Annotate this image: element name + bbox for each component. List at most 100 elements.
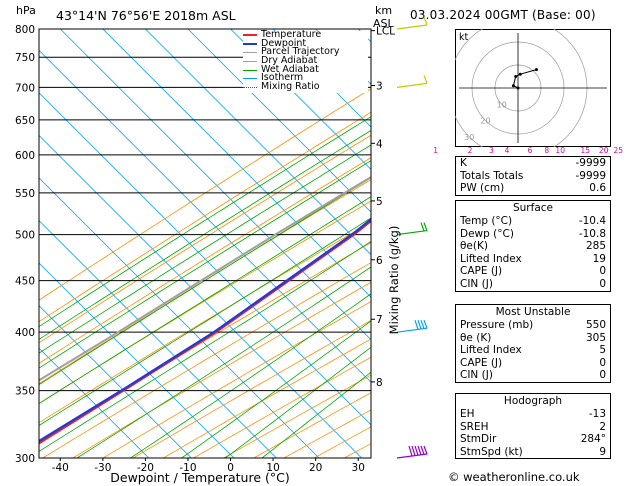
mixing-ratio-label: 3 [489, 146, 494, 155]
legend-label: Mixing Ratio [261, 81, 320, 93]
index-row: θe(K) 285 [456, 240, 610, 253]
pressure-tick-label: 650 [15, 115, 35, 127]
isotherm-line [39, 134, 362, 458]
km-tick-label: 8 [376, 377, 383, 389]
index-label: CAPE (J) [460, 356, 503, 369]
index-value: 550 [585, 319, 606, 331]
hodograph: kt 10 20 30 [455, 29, 611, 147]
wind-barb-staff [396, 24, 428, 30]
wind-barb [396, 319, 428, 333]
index-row: Totals Totals -9999 [456, 170, 610, 183]
legend-swatch [243, 69, 257, 71]
dry-adiabat-line [39, 221, 371, 424]
index-value: 0 [599, 356, 606, 369]
wind-barb-flag [423, 16, 428, 26]
legend-label: Wet Adiabat [261, 63, 319, 75]
wind-barb [396, 75, 428, 88]
datetime-title: 03.03.2024 00GMT (Base: 00) [410, 8, 596, 22]
dry-adiabat-line [132, 319, 371, 458]
mixing-ratio-label: 4 [505, 146, 510, 155]
index-value: 5 [599, 344, 606, 357]
hodograph-ring-label: 30 [464, 133, 474, 142]
index-label: θe(K) [460, 240, 488, 253]
x-axis-title: Dewpoint / Temperature (°C) [110, 470, 289, 485]
index-value: 285 [585, 240, 606, 253]
km-tick-label: 7 [376, 314, 383, 326]
x-tick-label: 30 [352, 462, 365, 474]
pressure-tick-label: 400 [15, 327, 35, 339]
wind-barb-staff [396, 453, 428, 459]
isotherm-line [230, 29, 371, 171]
mixing-ratio-label: 6 [528, 146, 533, 155]
index-label: StmSpd (kt) [460, 445, 523, 458]
mixing-ratio-label: 25 [614, 146, 624, 155]
hodograph-point [514, 75, 518, 78]
left-unit-label: hPa [16, 4, 36, 17]
wind-barb-flag [420, 445, 425, 455]
index-row: CIN (J) 0 [456, 369, 610, 382]
wind-barb-flag [423, 319, 428, 329]
location-title: 43°14'N 76°56'E 2018m ASL [56, 8, 236, 23]
x-tick-label: -40 [52, 462, 69, 474]
mixing-ratio-label: 1 [433, 146, 438, 155]
isotherm-line [145, 29, 371, 256]
legend-label: Dry Adiabat [261, 55, 318, 67]
legend-label: Isotherm [261, 72, 304, 84]
legend-item: Dewpoint [243, 37, 368, 49]
index-row: Lifted Index 5 [456, 344, 610, 357]
indices-table: K -9999 Totals Totals -9999 PW (cm) 0.6 [455, 156, 611, 196]
x-tick-label: 20 [309, 462, 322, 474]
wind-barb-staff [396, 327, 428, 333]
hodograph-point [516, 86, 520, 90]
legend-swatch [243, 60, 257, 62]
most-unstable-title: Most Unstable [495, 306, 571, 318]
km-tick-label: 3 [376, 81, 383, 93]
index-label: θe (K) [460, 331, 492, 344]
index-row: Dewp (°C) -10.8 [456, 228, 610, 241]
x-tick-label: -20 [137, 462, 154, 474]
wind-barb-flag [420, 319, 425, 329]
wind-barb-flag [423, 222, 428, 231]
index-value: 305 [585, 331, 606, 344]
index-label: CIN (J) [460, 277, 493, 290]
index-row: PW (cm) 0.6 [456, 182, 610, 195]
legend-swatch [243, 78, 257, 80]
index-value: 0 [599, 369, 606, 382]
index-row: CIN (J) 0 [456, 278, 610, 291]
km-tick-label: 4 [376, 138, 383, 150]
index-label: Dewp (°C) [460, 227, 514, 240]
pressure-tick-label: 750 [15, 52, 35, 64]
index-row: CAPE (J) 0 [456, 357, 610, 370]
index-value: -9999 [575, 157, 606, 169]
wind-barb-flag [417, 445, 422, 455]
x-tick-label: 10 [266, 462, 279, 474]
hodograph-ring-label: 10 [497, 100, 507, 109]
index-row: θe (K) 305 [456, 332, 610, 345]
index-label: Temp (°C) [460, 215, 513, 227]
most-unstable-table: Most Unstable Pressure (mb) 550 θe (K) 305 L… [455, 304, 611, 383]
x-tick-label: -10 [179, 462, 196, 474]
mixing-ratio-label: 20 [599, 146, 609, 155]
index-label: SREH [460, 420, 489, 433]
index-value: -13 [588, 408, 606, 420]
legend-item: Mixing Ratio [243, 81, 368, 93]
index-label: CIN (J) [460, 369, 493, 382]
wet-adiabat-line [130, 293, 371, 458]
legend-label: Dewpoint [261, 37, 307, 49]
mixing-ratio-line [618, 155, 629, 458]
wind-barb-flag [423, 445, 428, 455]
isotherm-line [39, 49, 371, 383]
index-row: CAPE (J) 0 [456, 265, 610, 278]
pressure-tick-label: 300 [15, 453, 35, 465]
index-row: Temp (°C) -10.4 [456, 215, 610, 228]
wind-barb-flag [414, 319, 419, 330]
wet-adiabat-line [76, 266, 371, 458]
x-tick-label: -30 [94, 462, 111, 474]
surface-table: Surface Temp (°C) -10.4 Dewp (°C) -10.8 θe(K… [455, 200, 611, 292]
wind-barb-staff [396, 229, 428, 236]
wet-adiabat-line [39, 240, 371, 452]
index-value: 9 [599, 445, 606, 458]
index-label: Lifted Index [460, 252, 522, 265]
dry-adiabat-line [102, 301, 371, 458]
